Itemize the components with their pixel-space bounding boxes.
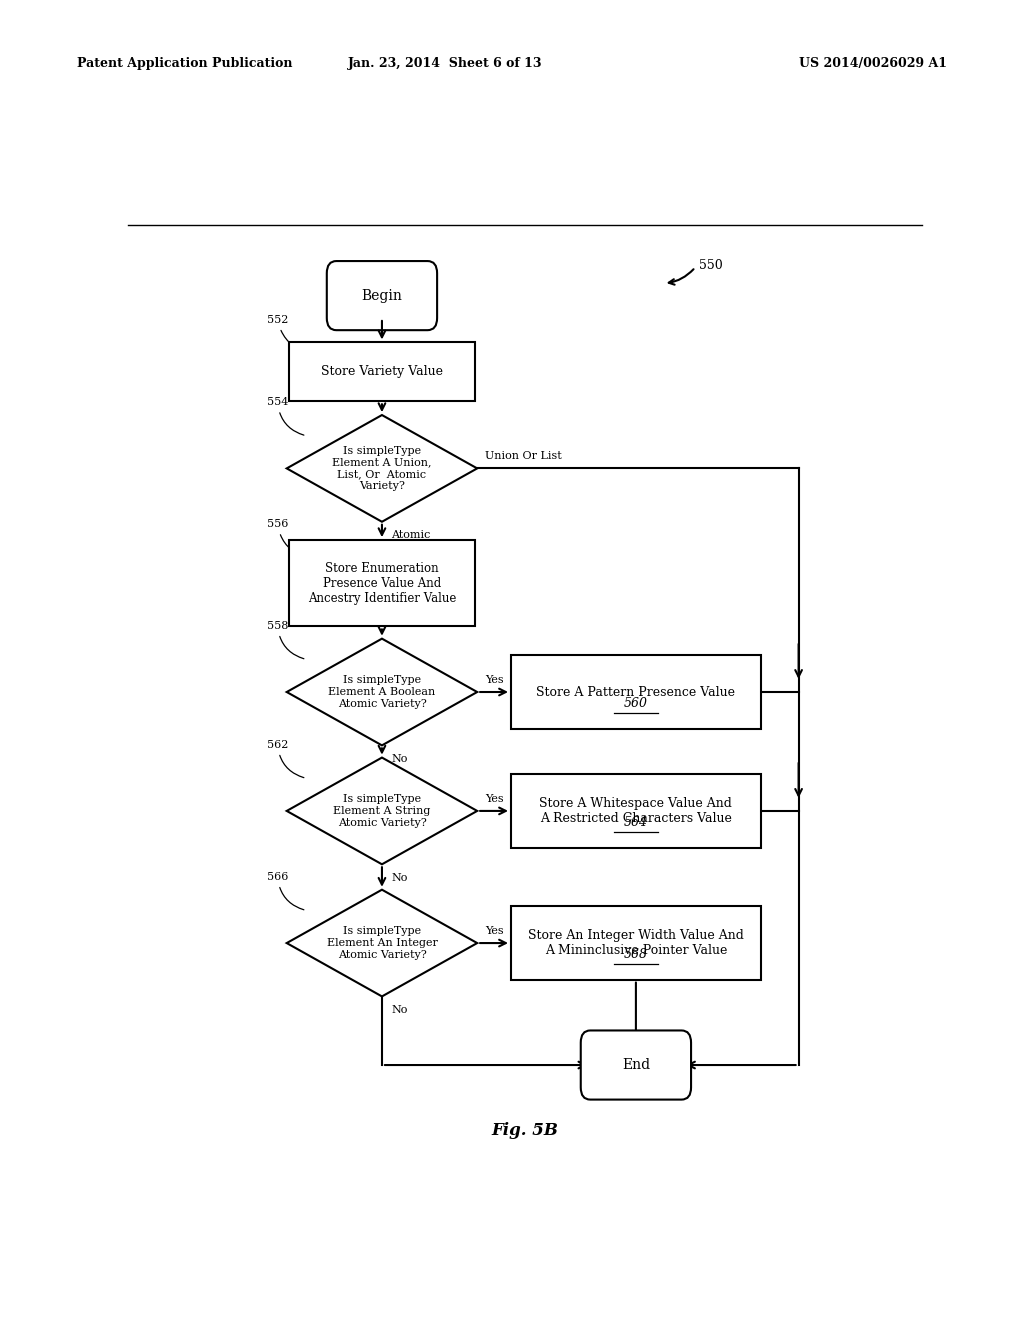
Text: Jan. 23, 2014  Sheet 6 of 13: Jan. 23, 2014 Sheet 6 of 13	[348, 57, 543, 70]
Text: 550: 550	[699, 259, 723, 272]
Polygon shape	[287, 639, 477, 746]
FancyBboxPatch shape	[581, 1031, 691, 1100]
Text: Is simpleType
Element A Union,
List, Or  Atomic
Variety?: Is simpleType Element A Union, List, Or …	[332, 446, 432, 491]
Text: Store A Pattern Presence Value: Store A Pattern Presence Value	[537, 685, 735, 698]
Text: Yes: Yes	[485, 793, 504, 804]
Text: 562: 562	[267, 741, 304, 777]
Text: Is simpleType
Element An Integer
Atomic Variety?: Is simpleType Element An Integer Atomic …	[327, 927, 437, 960]
Bar	[289, 342, 475, 401]
Text: 552: 552	[267, 315, 311, 354]
Text: 554: 554	[267, 397, 304, 436]
Text: Store A Whitespace Value And
A Restricted Characters Value: Store A Whitespace Value And A Restricte…	[540, 797, 732, 825]
Text: 566: 566	[267, 873, 304, 909]
Text: 556: 556	[267, 519, 308, 557]
Text: Is simpleType
Element A Boolean
Atomic Variety?: Is simpleType Element A Boolean Atomic V…	[329, 676, 435, 709]
Text: 564: 564	[624, 816, 648, 829]
Text: Store An Integer Width Value And
A Mininclusive Pointer Value: Store An Integer Width Value And A Minin…	[528, 929, 743, 957]
Bar	[289, 540, 475, 627]
Text: No: No	[391, 754, 408, 763]
Text: 560: 560	[624, 697, 648, 710]
Text: Atomic: Atomic	[391, 529, 431, 540]
Text: No: No	[391, 1005, 408, 1015]
Text: Store Variety Value: Store Variety Value	[321, 366, 443, 379]
Text: No: No	[391, 873, 408, 883]
FancyBboxPatch shape	[327, 261, 437, 330]
Polygon shape	[287, 890, 477, 997]
Text: Store Enumeration
Presence Value And
Ancestry Identifier Value: Store Enumeration Presence Value And Anc…	[308, 562, 456, 605]
Polygon shape	[287, 414, 477, 521]
Text: Is simpleType
Element A String
Atomic Variety?: Is simpleType Element A String Atomic Va…	[333, 795, 431, 828]
Text: 568: 568	[624, 948, 648, 961]
Text: US 2014/0026029 A1: US 2014/0026029 A1	[799, 57, 947, 70]
Text: Yes: Yes	[485, 925, 504, 936]
Text: Union Or List: Union Or List	[485, 451, 562, 461]
Bar	[511, 775, 761, 847]
Text: Yes: Yes	[485, 675, 504, 685]
Text: Begin: Begin	[361, 289, 402, 302]
Bar	[511, 907, 761, 979]
Polygon shape	[287, 758, 477, 865]
Text: Fig. 5B: Fig. 5B	[492, 1122, 558, 1139]
Text: 558: 558	[267, 620, 304, 659]
Text: End: End	[622, 1059, 650, 1072]
Bar	[511, 656, 761, 729]
Text: Patent Application Publication: Patent Application Publication	[77, 57, 292, 70]
